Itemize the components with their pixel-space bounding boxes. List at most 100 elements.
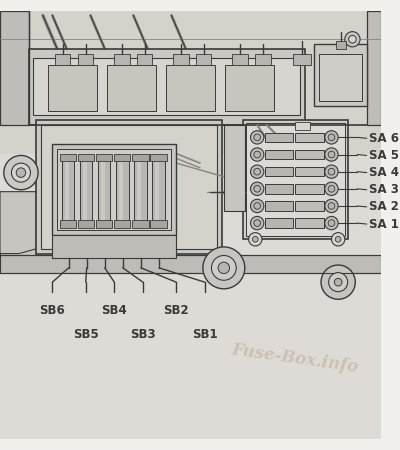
Bar: [265, 167, 293, 176]
Bar: [96, 220, 112, 228]
Text: SB6: SB6: [40, 304, 65, 317]
Bar: [101, 161, 105, 222]
Circle shape: [16, 168, 26, 177]
Circle shape: [328, 134, 335, 141]
Bar: [119, 161, 123, 222]
Bar: [314, 44, 367, 106]
Circle shape: [332, 233, 345, 246]
Bar: [295, 167, 324, 176]
Bar: [132, 220, 148, 228]
Bar: [65, 161, 68, 222]
Circle shape: [250, 216, 264, 230]
Circle shape: [252, 236, 258, 242]
Bar: [62, 158, 74, 225]
Bar: [196, 54, 212, 65]
Circle shape: [254, 185, 260, 192]
Circle shape: [12, 163, 30, 182]
Circle shape: [328, 202, 335, 209]
Bar: [33, 58, 300, 116]
Text: SB5: SB5: [73, 328, 99, 341]
Bar: [80, 158, 92, 225]
Bar: [78, 153, 94, 161]
Circle shape: [325, 165, 338, 178]
Text: SA 2: SA 2: [369, 200, 398, 213]
Text: SB4: SB4: [102, 304, 127, 317]
Bar: [57, 149, 172, 230]
Bar: [114, 153, 130, 161]
Bar: [150, 220, 167, 228]
Bar: [83, 161, 87, 222]
Bar: [265, 201, 293, 211]
Bar: [0, 192, 36, 268]
Circle shape: [203, 247, 245, 289]
Bar: [0, 256, 381, 273]
Circle shape: [328, 220, 335, 226]
Bar: [265, 184, 293, 194]
Circle shape: [328, 168, 335, 175]
Bar: [232, 54, 248, 65]
Circle shape: [345, 32, 360, 47]
Bar: [96, 153, 112, 161]
Circle shape: [325, 130, 338, 144]
Bar: [295, 122, 310, 130]
Circle shape: [254, 168, 260, 175]
Bar: [132, 153, 148, 161]
Circle shape: [335, 236, 341, 242]
Bar: [0, 153, 381, 439]
Circle shape: [254, 220, 260, 226]
Circle shape: [328, 185, 335, 192]
Bar: [367, 11, 381, 125]
Text: SA 3: SA 3: [369, 183, 398, 196]
Circle shape: [250, 148, 264, 161]
Text: SA 5: SA 5: [369, 149, 399, 162]
Bar: [150, 153, 167, 161]
Text: SB3: SB3: [130, 328, 156, 341]
Bar: [295, 133, 324, 142]
Circle shape: [334, 279, 342, 286]
Bar: [265, 133, 293, 142]
Bar: [155, 161, 159, 222]
Bar: [60, 220, 76, 228]
Bar: [52, 234, 176, 258]
Circle shape: [250, 165, 264, 178]
Bar: [78, 220, 94, 228]
Bar: [295, 150, 324, 159]
Circle shape: [254, 134, 260, 141]
Bar: [116, 158, 128, 225]
Text: SA 6: SA 6: [369, 132, 399, 145]
Bar: [173, 54, 188, 65]
Circle shape: [321, 265, 355, 299]
Text: SA 1: SA 1: [369, 217, 398, 230]
Text: SB1: SB1: [192, 328, 218, 341]
Bar: [52, 144, 176, 234]
Bar: [36, 120, 222, 254]
Circle shape: [250, 199, 264, 212]
Bar: [60, 153, 76, 161]
Text: SB2: SB2: [164, 304, 189, 317]
Bar: [293, 54, 310, 65]
Bar: [225, 65, 274, 111]
Bar: [98, 158, 110, 225]
Circle shape: [329, 273, 348, 292]
Bar: [265, 150, 293, 159]
Bar: [137, 161, 141, 222]
Bar: [114, 220, 130, 228]
Bar: [295, 218, 324, 228]
Circle shape: [4, 155, 38, 190]
Circle shape: [249, 233, 262, 246]
Bar: [55, 54, 70, 65]
Bar: [255, 54, 270, 65]
Bar: [152, 158, 165, 225]
Bar: [41, 125, 217, 249]
Bar: [243, 120, 348, 239]
Circle shape: [325, 182, 338, 195]
Bar: [114, 54, 130, 65]
Bar: [0, 11, 28, 125]
Polygon shape: [0, 192, 36, 254]
Circle shape: [349, 36, 356, 43]
Bar: [295, 201, 324, 211]
Bar: [166, 65, 215, 111]
Bar: [319, 54, 362, 101]
Circle shape: [218, 262, 230, 274]
Bar: [224, 125, 245, 211]
